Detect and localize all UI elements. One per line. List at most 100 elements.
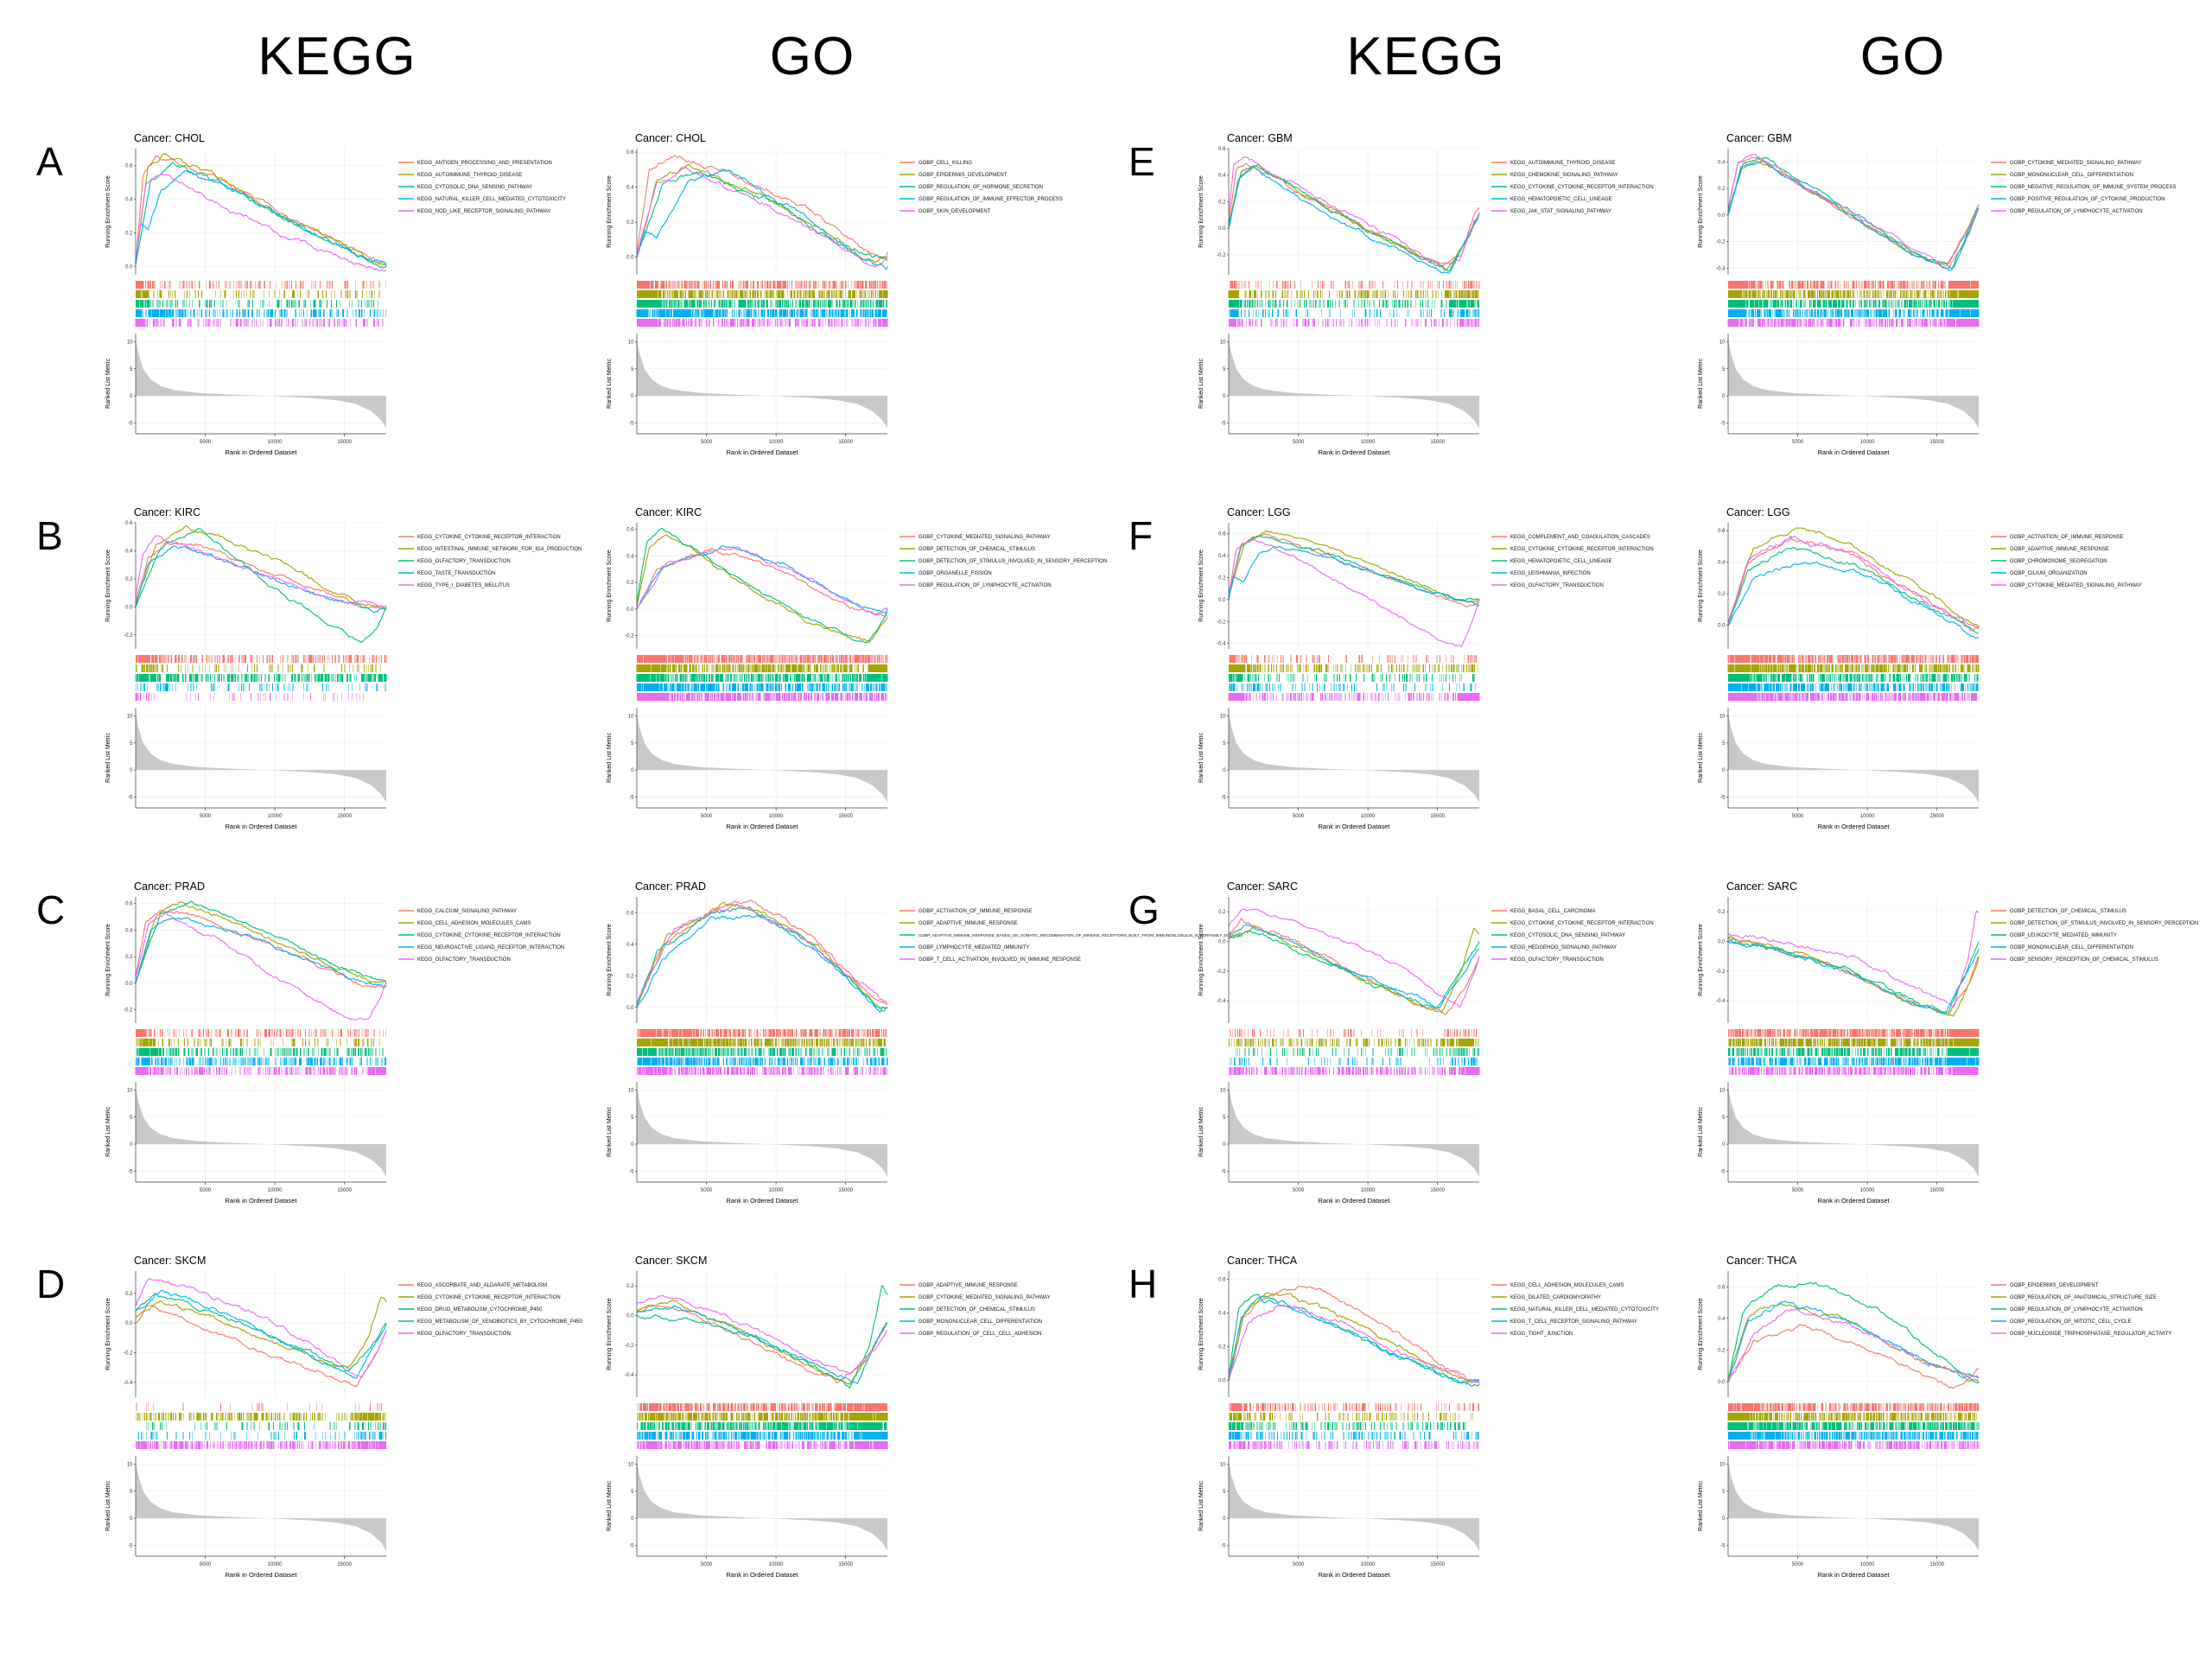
svg-text:0.0: 0.0 — [1218, 1379, 1226, 1384]
column-header-go-right: GO — [1859, 27, 1946, 86]
plot-title: Cancer: PRAD — [134, 880, 205, 893]
svg-text:-0.2: -0.2 — [625, 634, 634, 639]
es-curve — [1727, 546, 1980, 634]
es-curve — [135, 541, 387, 611]
legend: GOBP_DETECTION_OF_CHEMICAL_STIMULUS GOBP_… — [1991, 909, 2198, 963]
ranked-metric-area — [136, 713, 386, 803]
gsea-plot-lgg-go: 0.0 0.2 0.4 0.6 10 5 0 -5 5000 10000 15000 Running … — [1698, 506, 2142, 830]
figure-row-label-A: A — [36, 139, 63, 184]
es-curve — [1228, 930, 1480, 1008]
legend-label: GOBP_DETECTION_OF_STIMULUS_INVOLVED_IN_S… — [2010, 921, 2198, 926]
x-axis-label: Rank in Ordered Dataset — [1818, 1571, 1891, 1579]
gene-rug — [1727, 655, 1980, 701]
svg-text:0.4: 0.4 — [1718, 160, 1726, 165]
svg-text:15000: 15000 — [337, 1188, 352, 1193]
metric-axis-label: Ranked List Metric — [607, 359, 613, 409]
legend-label: GOBP_NUCLEOSIDE_TRIPHOSPHATASE_REGULATOR… — [2010, 1332, 2171, 1337]
rug-row — [636, 1039, 886, 1046]
ranked-metric-area — [1728, 339, 1979, 429]
svg-text:10000: 10000 — [268, 1188, 283, 1193]
svg-text:0: 0 — [1223, 1516, 1226, 1522]
column-header-kegg-right: KEGG — [1346, 27, 1505, 86]
svg-text:15000: 15000 — [838, 440, 853, 445]
legend: GOBP_CELL_KILLING GOBP_EPIDERMIS_DEVELOPM… — [899, 161, 1063, 214]
svg-text:0.2: 0.2 — [626, 1284, 634, 1289]
es-curves — [636, 527, 888, 644]
rug-row — [637, 1058, 888, 1065]
svg-text:0.4: 0.4 — [626, 554, 634, 559]
axes: 0.0 0.2 0.4 0.6 10 5 0 -5 5000 10000 15000 — [1718, 1271, 1979, 1567]
plot-title: Cancer: CHOL — [635, 132, 706, 144]
plot-title: Cancer: SKCM — [134, 1255, 206, 1267]
svg-text:5000: 5000 — [200, 814, 212, 819]
legend-label: KEGG_TIGHT_JUNCTION — [1510, 1332, 1573, 1337]
x-axis-label: Rank in Ordered Dataset — [727, 823, 799, 830]
axes: 0.0 0.2 0.4 0.6 10 5 0 -5 5000 10000 15000 — [626, 897, 887, 1193]
svg-text:0.6: 0.6 — [1218, 1278, 1226, 1283]
es-curves — [135, 525, 387, 643]
ranked-metric-area — [1229, 339, 1479, 429]
x-axis-label: Rank in Ordered Dataset — [1319, 448, 1391, 456]
svg-text:10: 10 — [628, 1462, 634, 1467]
plot-title: Cancer: GBM — [1227, 132, 1293, 144]
svg-text:0.4: 0.4 — [1718, 561, 1726, 566]
legend-label: GOBP_REGULATION_OF_MITOTIC_CELL_CYCLE — [2010, 1319, 2131, 1325]
rug-row — [1228, 693, 1480, 701]
legend-label: KEGG_HEDGEHOG_SIGNALING_PATHWAY — [1510, 945, 1617, 950]
gene-rug — [1229, 1029, 1480, 1075]
x-axis-label: Rank in Ordered Dataset — [1319, 823, 1391, 830]
es-curves — [636, 155, 888, 270]
legend-label: GOBP_ADAPTIVE_IMMUNE_RESPONSE — [918, 921, 1018, 926]
svg-text:15000: 15000 — [1430, 1188, 1445, 1193]
es-axis-label: Running Enrichment Score — [1198, 924, 1205, 996]
plot-title: Cancer: PRAD — [635, 880, 706, 893]
svg-text:0.2: 0.2 — [125, 577, 133, 582]
svg-text:10: 10 — [628, 714, 634, 719]
es-curve — [135, 525, 387, 611]
svg-text:5000: 5000 — [1792, 440, 1804, 445]
figure-row-label-D: D — [36, 1262, 66, 1306]
legend: KEGG_ASCORBATE_AND_ALDARATE_METABOLISM KE… — [398, 1283, 582, 1337]
legend-label: GOBP_DETECTION_OF_CHEMICAL_STIMULUS — [2010, 909, 2126, 914]
es-curve — [135, 1289, 387, 1379]
es-axis-label: Running Enrichment Score — [607, 1298, 613, 1370]
legend-label: KEGG_NEUROACTIVE_LIGAND_RECEPTOR_INTERAC… — [417, 945, 564, 950]
rug-row — [1727, 1422, 1980, 1430]
es-curve — [1727, 527, 1980, 629]
svg-text:5: 5 — [1223, 367, 1226, 372]
svg-text:10000: 10000 — [268, 1562, 283, 1567]
es-curve — [636, 171, 888, 262]
rug-row — [1228, 1422, 1466, 1430]
es-curves — [636, 1284, 888, 1389]
legend-label: GOBP_CELL_KILLING — [918, 161, 972, 166]
plot-title: Cancer: KIRC — [635, 506, 702, 518]
svg-text:10: 10 — [628, 1088, 634, 1093]
rug-row — [637, 1413, 888, 1421]
ranked-metric-area — [637, 713, 887, 803]
svg-text:0.4: 0.4 — [125, 197, 133, 202]
svg-text:0: 0 — [631, 1142, 634, 1147]
column-header-kegg-left: KEGG — [257, 27, 416, 86]
legend: GOBP_EPIDERMIS_DEVELOPMENT GOBP_REGULATIO… — [1991, 1283, 2171, 1337]
svg-text:10: 10 — [127, 1088, 133, 1093]
rug-row — [637, 1067, 887, 1075]
legend-label: GOBP_POSITIVE_REGULATION_OF_CYTOKINE_PRO… — [2010, 197, 2164, 202]
svg-text:5: 5 — [631, 1490, 634, 1495]
legend-label: KEGG_COMPLEMENT_AND_COAGULATION_CASCADES — [1510, 535, 1650, 540]
legend-label: KEGG_T_CELL_RECEPTOR_SIGNALING_PATHWAY — [1510, 1319, 1637, 1325]
rug-row — [637, 1422, 888, 1430]
es-curves — [135, 900, 387, 1020]
rug-row — [1228, 300, 1480, 308]
es-curves — [1228, 908, 1480, 1015]
plot-title: Cancer: KIRC — [134, 506, 200, 518]
svg-text:0.2: 0.2 — [1718, 910, 1726, 915]
rug-row — [1727, 309, 1980, 317]
svg-text:15000: 15000 — [337, 1562, 352, 1567]
svg-text:0: 0 — [1722, 1142, 1726, 1147]
rug-row — [135, 674, 387, 682]
svg-text:10000: 10000 — [769, 814, 784, 819]
gene-rug — [135, 1403, 387, 1449]
svg-text:10000: 10000 — [268, 814, 283, 819]
legend-label: GOBP_DETECTION_OF_CHEMICAL_STIMULUS — [918, 547, 1035, 552]
svg-text:-0.2: -0.2 — [1217, 969, 1226, 975]
